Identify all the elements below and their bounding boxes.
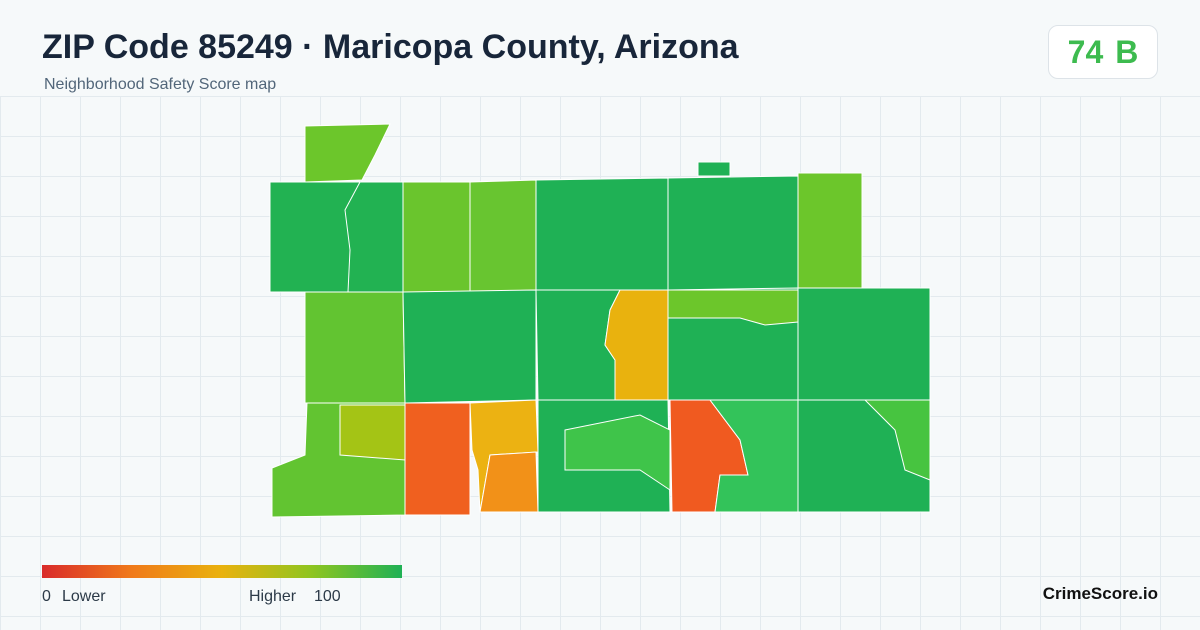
grade: B bbox=[1115, 34, 1139, 70]
brand: CrimeScore.io bbox=[1042, 584, 1158, 603]
legend-max: 100 bbox=[314, 588, 341, 605]
score: 74 bbox=[1067, 34, 1104, 70]
legend-min: 0 bbox=[42, 588, 51, 605]
region bbox=[667, 175, 799, 291]
region bbox=[269, 181, 404, 293]
subtitle: Neighborhood Safety Score map bbox=[44, 76, 277, 93]
region bbox=[697, 161, 731, 177]
boundary bbox=[344, 181, 361, 293]
region bbox=[535, 177, 669, 291]
score-badge: 74 B bbox=[1048, 25, 1158, 79]
legend-max-label: Higher bbox=[249, 588, 297, 605]
title: ZIP Code 85249 · Maricopa County, Arizon… bbox=[42, 28, 739, 66]
region bbox=[404, 402, 471, 516]
region bbox=[797, 172, 863, 289]
region bbox=[402, 181, 471, 293]
region bbox=[304, 291, 406, 404]
header bbox=[0, 0, 1200, 96]
region bbox=[797, 287, 931, 401]
region bbox=[402, 289, 537, 404]
region bbox=[304, 123, 391, 183]
region bbox=[339, 404, 406, 461]
regions bbox=[269, 123, 931, 518]
legend-min-label: Lower bbox=[62, 588, 106, 605]
region bbox=[469, 179, 537, 293]
legend-gradient bbox=[42, 565, 402, 578]
region bbox=[564, 414, 671, 491]
region bbox=[479, 451, 539, 513]
region bbox=[863, 399, 931, 481]
